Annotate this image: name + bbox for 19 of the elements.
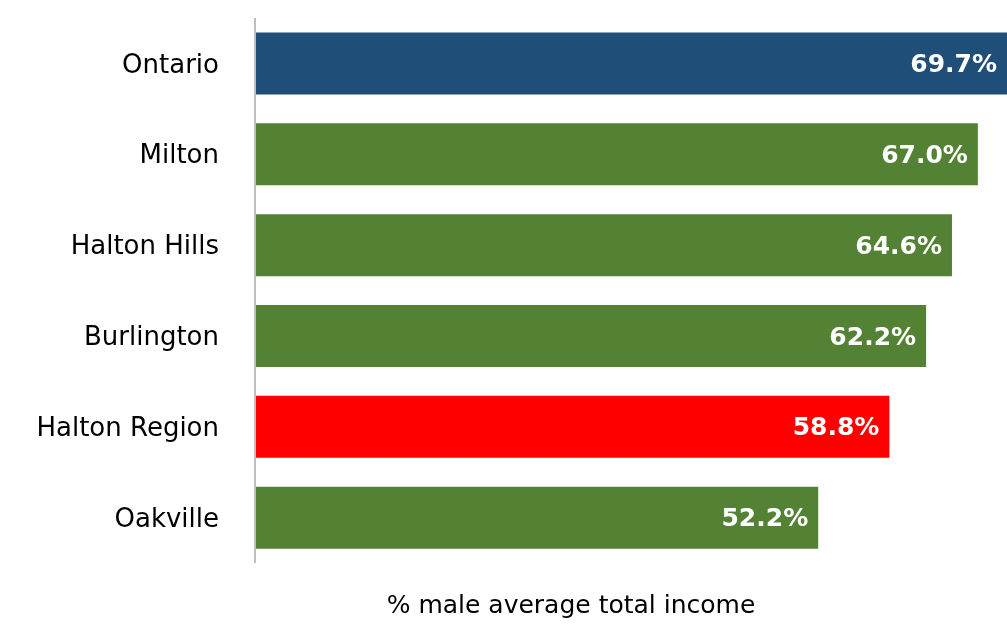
y-tick-label: Milton (139, 139, 219, 170)
data-label: 67.0% (881, 139, 968, 169)
bar (255, 32, 1007, 95)
data-label: 64.6% (855, 230, 942, 260)
y-tick-label: Burlington (83, 321, 219, 352)
data-label: 58.8% (792, 412, 880, 442)
bar (255, 305, 927, 368)
data-label: 69.7% (910, 49, 997, 79)
bar (255, 486, 819, 549)
y-tick-label: Ontario (122, 48, 219, 79)
data-label: 62.2% (829, 321, 917, 351)
bar (255, 123, 978, 186)
x-axis-title: % male average total income (386, 590, 756, 619)
bar (255, 214, 952, 277)
data-label: 52.2% (721, 503, 809, 533)
y-tick-label: Halton Region (36, 411, 219, 442)
bar (255, 395, 890, 458)
y-tick-label: Halton Hills (70, 230, 219, 261)
y-tick-label: Oakville (114, 502, 219, 533)
